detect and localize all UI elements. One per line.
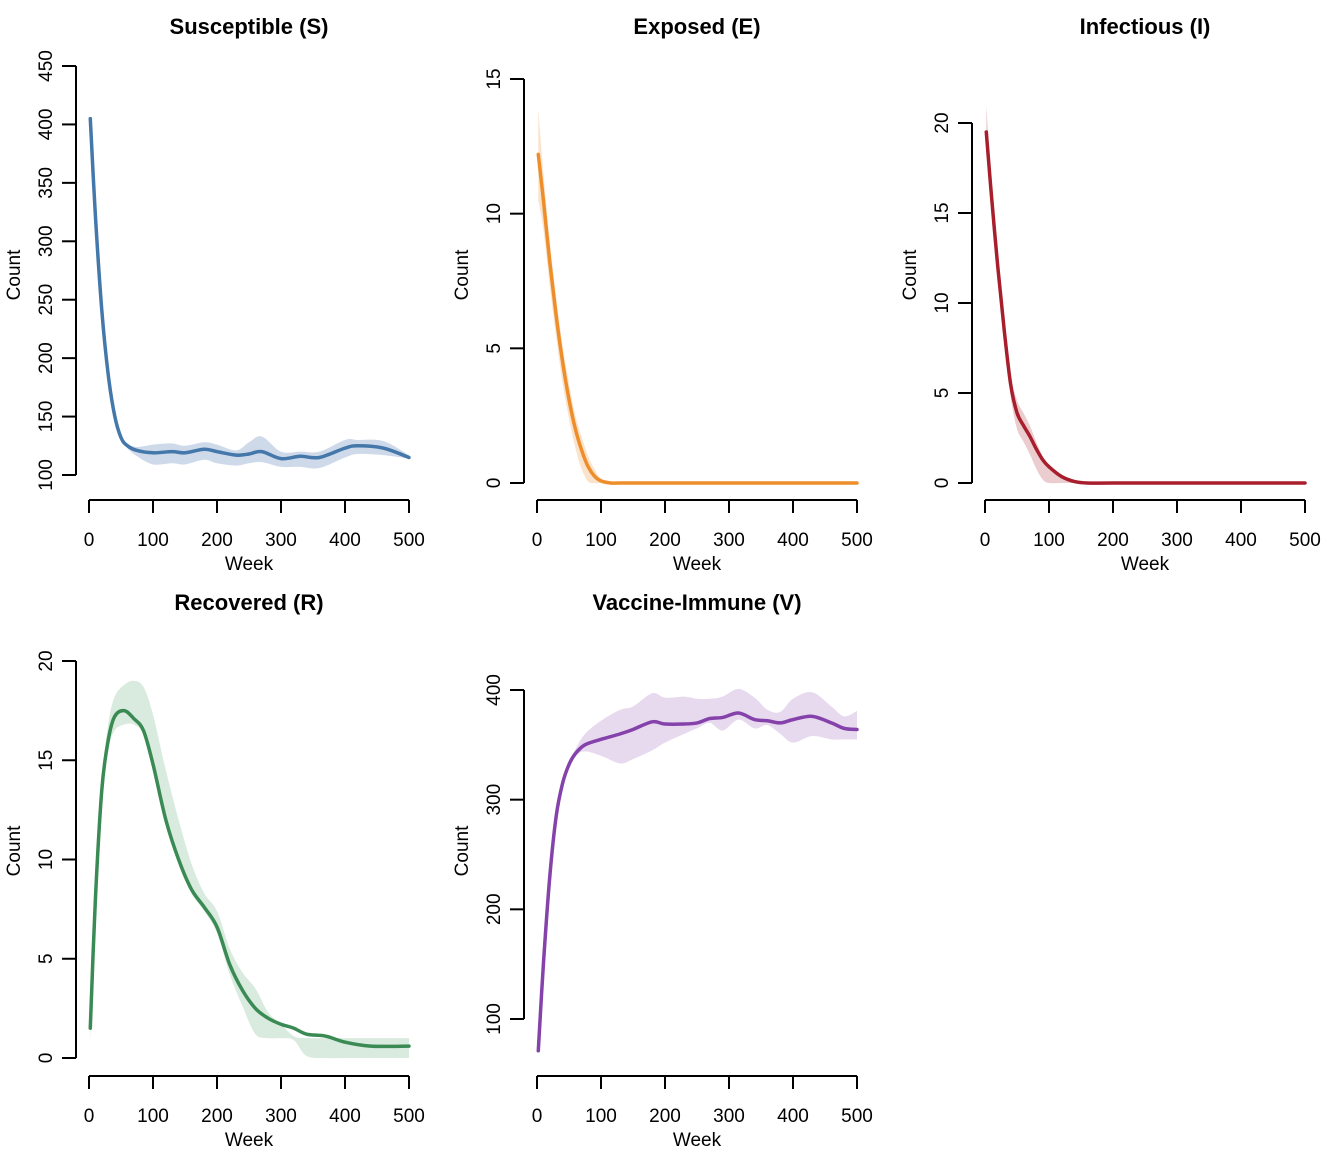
series-line (536, 152, 859, 485)
y-axis-label: Count (4, 249, 25, 300)
chart-title: Susceptible (S) (170, 14, 329, 39)
y-tick-label: 0 (484, 478, 505, 489)
x-tick-label: 300 (265, 1106, 297, 1127)
series-line (88, 116, 411, 461)
x-tick-label: 500 (1289, 530, 1321, 551)
x-tick-label: 0 (980, 530, 991, 551)
y-tick-label: 0 (36, 1053, 57, 1064)
x-tick-label: 500 (393, 530, 425, 551)
y-tick-label: 200 (36, 342, 57, 374)
x-axis-label: Week (1121, 554, 1170, 575)
panel-5: Vaccine-Immune (V) 100 200 300 400 0 100 200 300… (452, 590, 873, 1151)
x-tick-label: 100 (585, 1106, 617, 1127)
y-tick-label: 400 (484, 674, 505, 706)
y-tick-label: 5 (36, 953, 57, 964)
y-axis-label: Count (4, 825, 25, 876)
y-tick-label: 15 (36, 750, 57, 771)
x-tick-label: 0 (84, 1106, 95, 1127)
x-tick-label: 400 (329, 1106, 361, 1127)
chart-title: Infectious (I) (1080, 14, 1211, 39)
y-tick-label: 100 (484, 1003, 505, 1035)
confidence-band (538, 108, 857, 484)
y-tick-label: 5 (932, 388, 953, 399)
x-tick-label: 300 (713, 530, 745, 551)
y-tick-label: 250 (36, 284, 57, 316)
chart-title: Vaccine-Immune (V) (592, 590, 801, 615)
x-tick-label: 200 (649, 530, 681, 551)
x-tick-label: 500 (393, 1106, 425, 1127)
y-tick-label: 10 (484, 203, 505, 224)
x-tick-label: 200 (201, 530, 233, 551)
y-tick-label: 200 (484, 893, 505, 925)
confidence-band (90, 118, 409, 469)
y-tick-label: 10 (932, 292, 953, 313)
chart-title: Recovered (R) (174, 590, 323, 615)
x-tick-label: 0 (532, 1106, 543, 1127)
x-tick-label: 0 (84, 530, 95, 551)
panel-2: Exposed (E) 0 5 10 15 0 100 200 300 400 500 Week Cou… (452, 14, 873, 575)
y-tick-label: 400 (36, 109, 57, 141)
confidence-band (538, 688, 857, 1051)
y-tick-label: 10 (36, 849, 57, 870)
x-axis-label: Week (225, 1130, 274, 1151)
x-tick-label: 200 (201, 1106, 233, 1127)
x-tick-label: 200 (1097, 530, 1129, 551)
y-tick-label: 300 (36, 225, 57, 257)
x-tick-label: 500 (841, 530, 873, 551)
y-tick-label: 0 (932, 478, 953, 489)
series-line (536, 711, 859, 1053)
y-tick-label: 20 (932, 112, 953, 133)
y-axis-label: Count (452, 249, 473, 300)
x-tick-label: 400 (777, 1106, 809, 1127)
x-tick-label: 100 (137, 1106, 169, 1127)
x-tick-label: 400 (777, 530, 809, 551)
y-tick-label: 350 (36, 167, 57, 199)
y-tick-label: 450 (36, 50, 57, 82)
confidence-band (90, 680, 409, 1059)
y-axis-label: Count (452, 825, 473, 876)
x-axis-label: Week (225, 554, 274, 575)
confidence-band (986, 105, 1305, 484)
x-tick-label: 400 (329, 530, 361, 551)
x-axis-label: Week (673, 1130, 722, 1151)
x-axis-label: Week (673, 554, 722, 575)
x-tick-label: 100 (585, 530, 617, 551)
x-tick-label: 100 (1033, 530, 1065, 551)
x-tick-label: 200 (649, 1106, 681, 1127)
y-tick-label: 150 (36, 401, 57, 433)
y-tick-label: 15 (932, 202, 953, 223)
y-tick-label: 5 (484, 343, 505, 354)
series-line (88, 708, 411, 1049)
x-tick-label: 400 (1225, 530, 1257, 551)
x-tick-label: 100 (137, 530, 169, 551)
y-tick-label: 15 (484, 68, 505, 89)
y-tick-label: 100 (36, 459, 57, 491)
x-tick-label: 500 (841, 1106, 873, 1127)
x-tick-label: 0 (532, 530, 543, 551)
x-tick-label: 300 (1161, 530, 1193, 551)
chart-title: Exposed (E) (633, 14, 760, 39)
x-tick-label: 300 (265, 530, 297, 551)
panel-1: Susceptible (S) 100 150 200 250 300 350 400 450 0… (4, 14, 425, 575)
series-line (984, 130, 1307, 485)
y-tick-label: 20 (36, 650, 57, 671)
x-tick-label: 300 (713, 1106, 745, 1127)
y-axis-label: Count (900, 249, 921, 300)
y-tick-label: 300 (484, 784, 505, 816)
